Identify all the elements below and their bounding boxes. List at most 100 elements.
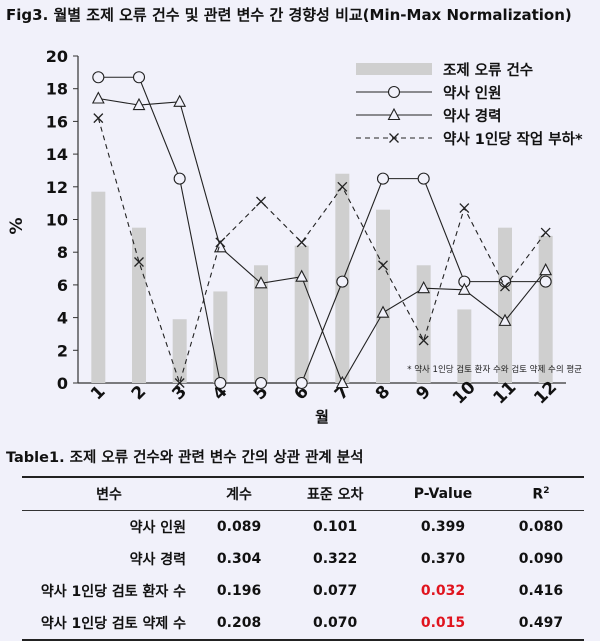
bar	[172, 319, 187, 383]
header-r-squared: R2	[532, 485, 550, 503]
cell-p-value: 0.370	[420, 551, 466, 567]
point-workload	[378, 260, 388, 271]
cell-std-error: 0.070	[313, 615, 358, 631]
y-tick-label: 2	[57, 341, 68, 360]
header-p-value: P-Value	[413, 486, 473, 502]
cell-variable: 약사 경력	[129, 552, 186, 568]
header-std-error: 표준 오차	[306, 487, 364, 503]
y-tick-label: 10	[46, 211, 68, 230]
point-workload	[215, 237, 226, 248]
bar	[416, 265, 431, 383]
cell-p-value: 0.015	[420, 615, 466, 631]
point-pharmacist-experience	[132, 97, 146, 111]
bar	[294, 245, 309, 383]
point-pharmacist-experience	[335, 375, 349, 389]
point-pharmacist-count	[498, 275, 512, 288]
point-pharmacist-experience	[173, 94, 187, 107]
table-row: 약사 경력 0.304 0.322 0.370 0.090	[22, 543, 584, 575]
bar	[376, 209, 390, 383]
point-pharmacist-count	[336, 275, 349, 288]
x-tick-label: 12	[530, 378, 561, 409]
bar	[254, 265, 268, 383]
point-pharmacist-experience	[91, 91, 105, 104]
point-workload	[296, 237, 307, 248]
point-workload	[256, 196, 266, 207]
point-pharmacist-experience	[376, 305, 390, 318]
point-workload	[418, 335, 429, 346]
point-workload	[337, 181, 348, 192]
y-tick-label: 18	[46, 80, 68, 99]
y-tick-label: 12	[46, 178, 68, 197]
point-pharmacist-experience	[254, 276, 268, 289]
point-pharmacist-count	[376, 172, 390, 185]
cell-coefficient: 0.304	[216, 551, 262, 567]
x-tick-label: 8	[372, 382, 395, 405]
y-tick-label: 14	[46, 145, 68, 164]
cell-coefficient: 0.196	[216, 583, 262, 599]
x-axis-label: 월	[315, 408, 329, 426]
y-tick-label: 20	[46, 47, 68, 66]
point-pharmacist-experience	[498, 313, 512, 326]
point-workload	[459, 203, 470, 214]
point-pharmacist-experience	[539, 262, 553, 276]
bar	[538, 235, 553, 383]
y-axis-label: %	[7, 217, 27, 234]
series-line-pharmacist-count	[98, 76, 546, 384]
point-pharmacist-count	[92, 71, 105, 84]
point-pharmacist-count	[214, 376, 227, 390]
cell-std-error: 0.101	[313, 519, 358, 535]
cell-p-value: 0.032	[420, 583, 466, 599]
y-tick-label: 4	[57, 309, 68, 328]
legend-label: 조제 오류 건수	[443, 62, 533, 79]
legend-label: 약사 1인당 작업 부하*	[443, 130, 583, 148]
cell-coefficient: 0.089	[216, 519, 262, 535]
bar	[132, 227, 146, 383]
point-pharmacist-experience	[457, 282, 471, 295]
header-variable: 변수	[96, 487, 122, 503]
table-row: 약사 1인당 검토 환자 수 0.196 0.077 0.032 0.416	[22, 575, 584, 607]
point-workload	[500, 281, 510, 292]
point-pharmacist-count	[417, 172, 430, 185]
header-coefficient: 계수	[226, 487, 252, 503]
bar	[91, 191, 106, 383]
point-pharmacist-count	[295, 376, 308, 390]
x-tick-label: 2	[128, 382, 151, 405]
cell-p-value: 0.399	[420, 519, 466, 535]
legend-marker	[387, 107, 401, 121]
point-pharmacist-count	[254, 376, 268, 390]
correlation-table: 변수 계수 표준 오차 P-Value R2 약사 인원 0.089 0.101 0.…	[22, 476, 584, 641]
cell-r-squared: 0.090	[518, 551, 564, 567]
cell-variable: 약사 1인당 검토 환자 수	[40, 584, 186, 600]
table-header-row: 변수 계수 표준 오차 P-Value R2	[22, 477, 584, 511]
cell-r-squared: 0.497	[518, 615, 564, 631]
point-workload	[174, 378, 185, 388]
point-pharmacist-experience	[295, 269, 309, 282]
bar	[498, 227, 512, 383]
x-tick-label: 10	[449, 377, 480, 408]
series-line-workload	[97, 117, 547, 385]
cell-coefficient: 0.208	[216, 615, 262, 631]
point-workload	[540, 227, 551, 238]
point-workload	[93, 113, 104, 124]
bar	[457, 309, 472, 383]
legend-label: 약사 경력	[443, 107, 501, 125]
table-row: 약사 인원 0.089 0.101 0.399 0.080	[22, 511, 584, 544]
series-line-pharmacist-experience	[98, 97, 547, 385]
legend-swatch-bar	[356, 63, 432, 75]
cell-r-squared: 0.416	[518, 583, 564, 599]
point-pharmacist-experience	[417, 280, 431, 294]
y-tick-label: 6	[57, 276, 68, 295]
legend-marker	[387, 85, 401, 99]
point-pharmacist-experience	[213, 240, 227, 253]
figure-title: Fig3. 월별 조제 오류 건수 및 관련 변수 간 경향성 비교(Min-M…	[6, 6, 572, 24]
chart-footnote: * 약사 1인당 검토 환자 수와 검토 약제 수의 평균	[407, 364, 582, 375]
cell-variable: 약사 1인당 검토 약제 수	[40, 616, 186, 632]
x-tick-label: 9	[412, 382, 435, 405]
y-tick-label: 16	[46, 112, 68, 131]
point-pharmacist-count	[539, 275, 552, 288]
legend-marker	[389, 133, 399, 143]
cell-std-error: 0.322	[313, 551, 358, 567]
y-tick-label: 8	[57, 243, 68, 262]
point-pharmacist-count	[132, 71, 146, 84]
